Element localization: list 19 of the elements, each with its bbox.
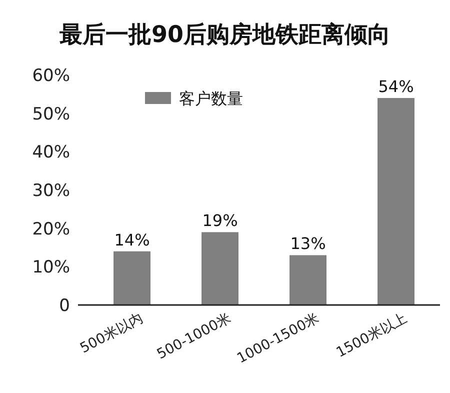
bar [290,255,326,305]
data-label: 19% [202,211,238,230]
bar [378,98,414,305]
bar [114,251,150,305]
data-label: 13% [290,234,326,254]
data-label: 14% [114,230,150,250]
data-label: 54% [378,77,414,96]
y-tick-label: 40% [32,142,70,163]
y-tick-label: 10% [32,258,70,278]
x-tick-label: 500米以内 [78,310,146,357]
y-tick-label: 50% [32,104,70,124]
y-tick-label: 30% [32,181,70,201]
y-tick-label: 0 [59,296,70,316]
legend-label: 客户数量 [179,89,243,108]
y-tick-label: 60% [32,66,70,86]
bar [202,232,238,305]
x-tick-label: 1500米以上 [334,310,410,361]
chart-title: 最后一批90后购房地铁距离倾向 [58,21,391,48]
y-tick-label: 20% [32,219,70,240]
